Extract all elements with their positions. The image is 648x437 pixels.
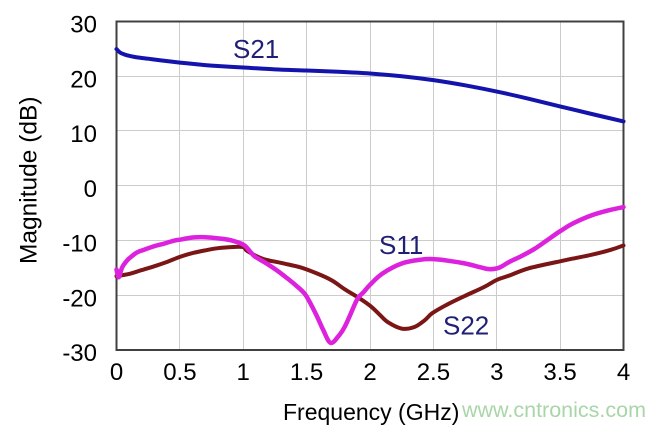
svg-text:0.5: 0.5 [163, 359, 196, 386]
svg-text:S22: S22 [443, 311, 489, 341]
svg-text:Frequency (GHz): Frequency (GHz) [283, 399, 459, 425]
svg-text:10: 10 [70, 121, 97, 148]
svg-text:3.5: 3.5 [543, 359, 576, 386]
svg-text:-20: -20 [62, 285, 97, 312]
svg-text:2: 2 [363, 359, 376, 386]
svg-text:4: 4 [617, 359, 630, 386]
svg-text:-30: -30 [62, 340, 97, 367]
svg-text:20: 20 [70, 67, 97, 94]
svg-text:www.cntronics.com: www.cntronics.com [461, 398, 646, 422]
svg-text:1: 1 [237, 359, 250, 386]
svg-text:Magnitude (dB): Magnitude (dB) [16, 96, 43, 264]
svg-text:1.5: 1.5 [290, 359, 323, 386]
svg-text:S11: S11 [379, 230, 423, 260]
svg-text:30: 30 [70, 12, 97, 39]
svg-text:0: 0 [84, 176, 97, 203]
svg-text:S21: S21 [233, 34, 279, 64]
svg-text:2.5: 2.5 [417, 359, 450, 386]
svg-text:3: 3 [490, 359, 503, 386]
svg-text:0: 0 [110, 359, 123, 386]
svg-text:-10: -10 [62, 231, 97, 258]
